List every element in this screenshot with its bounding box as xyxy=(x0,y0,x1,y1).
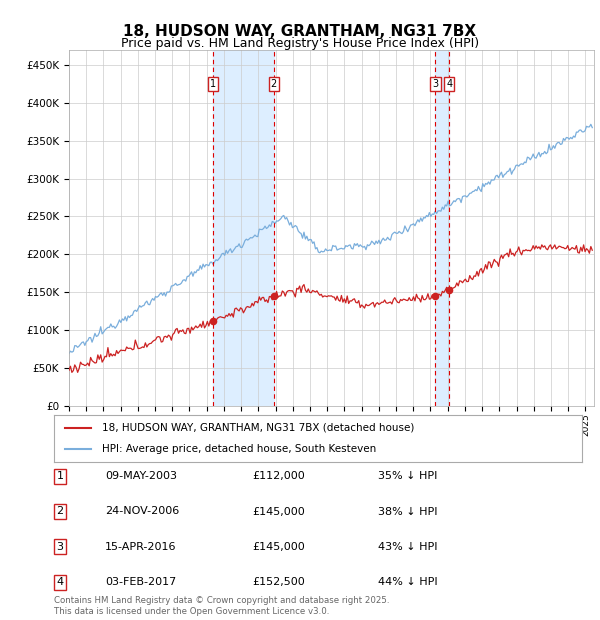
Bar xyxy=(436,50,449,406)
Bar xyxy=(213,50,274,406)
Text: 43% ↓ HPI: 43% ↓ HPI xyxy=(378,542,437,552)
Text: £152,500: £152,500 xyxy=(252,577,305,587)
Text: 4: 4 xyxy=(56,577,64,587)
Text: 2: 2 xyxy=(271,79,277,89)
Text: 1: 1 xyxy=(56,471,64,481)
Text: 18, HUDSON WAY, GRANTHAM, NG31 7BX: 18, HUDSON WAY, GRANTHAM, NG31 7BX xyxy=(124,24,476,38)
Text: 4: 4 xyxy=(446,79,452,89)
Text: 09-MAY-2003: 09-MAY-2003 xyxy=(105,471,177,481)
Text: £145,000: £145,000 xyxy=(252,507,305,516)
Text: 3: 3 xyxy=(56,542,64,552)
Text: Contains HM Land Registry data © Crown copyright and database right 2025.
This d: Contains HM Land Registry data © Crown c… xyxy=(54,596,389,616)
Text: 18, HUDSON WAY, GRANTHAM, NG31 7BX (detached house): 18, HUDSON WAY, GRANTHAM, NG31 7BX (deta… xyxy=(101,423,414,433)
Text: 15-APR-2016: 15-APR-2016 xyxy=(105,542,176,552)
Text: £112,000: £112,000 xyxy=(252,471,305,481)
Text: 03-FEB-2017: 03-FEB-2017 xyxy=(105,577,176,587)
Text: 38% ↓ HPI: 38% ↓ HPI xyxy=(378,507,437,516)
Text: 44% ↓ HPI: 44% ↓ HPI xyxy=(378,577,437,587)
Text: 1: 1 xyxy=(209,79,216,89)
Text: 35% ↓ HPI: 35% ↓ HPI xyxy=(378,471,437,481)
Text: HPI: Average price, detached house, South Kesteven: HPI: Average price, detached house, Sout… xyxy=(101,445,376,454)
Text: 2: 2 xyxy=(56,507,64,516)
Text: Price paid vs. HM Land Registry's House Price Index (HPI): Price paid vs. HM Land Registry's House … xyxy=(121,37,479,50)
Text: £145,000: £145,000 xyxy=(252,542,305,552)
Text: 24-NOV-2006: 24-NOV-2006 xyxy=(105,507,179,516)
Text: 3: 3 xyxy=(433,79,439,89)
